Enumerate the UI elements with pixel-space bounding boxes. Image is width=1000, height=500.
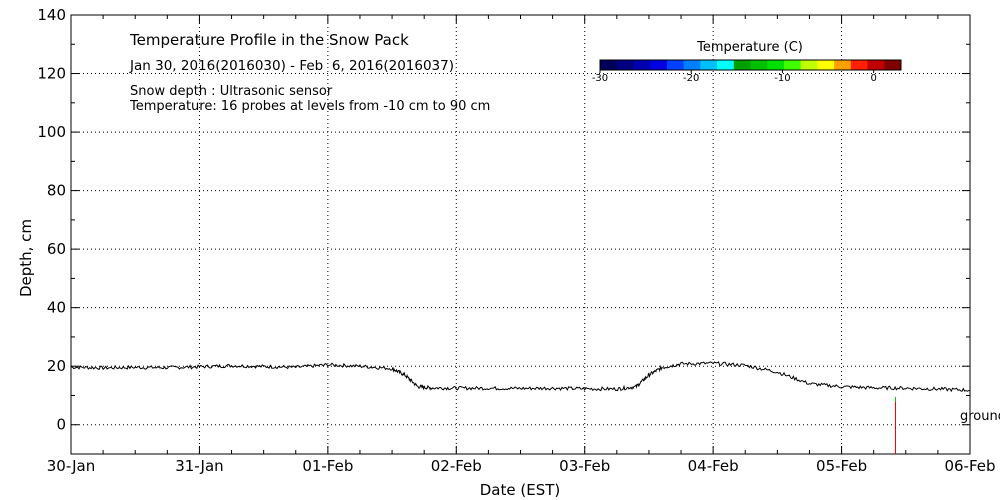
ground-label: ground [960,409,1000,424]
note-temperature: Temperature: 16 probes at levels from -1… [129,99,490,114]
colorbar-segment [850,60,869,70]
colorbar-segment [884,60,902,70]
colorbar-segment [867,60,885,70]
y-axis-label: Depth, cm [17,219,35,297]
colorbar-segment [717,60,735,70]
y-tick-label: 100 [37,123,66,141]
colorbar-segment [834,60,852,70]
y-tick-label: 80 [47,182,66,200]
y-tick-label: 0 [56,416,66,434]
colorbar-segment [600,60,618,70]
colorbar-segment [700,60,718,70]
colorbar-segment [783,60,802,70]
x-tick-label: 31-Jan [175,457,223,475]
colorbar-tick-label: -10 [774,73,790,84]
x-tick-label: 02-Feb [431,457,482,475]
colorbar-segment [800,60,818,70]
colorbar-segment [683,60,701,70]
x-tick-label: 05-Feb [816,457,867,475]
colorbar-segment [750,60,768,70]
colorbar-segment [733,60,751,70]
colorbar-segment [767,60,785,70]
colorbar-tick-label: -30 [592,73,608,84]
colorbar-segment [633,60,651,70]
colorbar-tick-label: 0 [870,73,876,84]
chart-title: Temperature Profile in the Snow Pack [129,31,409,49]
note-snow-depth: Snow depth : Ultrasonic sensor [130,84,333,99]
y-tick-label: 40 [47,299,66,317]
temperature-colorbar: -30 -20 -10 0 [592,59,902,84]
series-layer [70,361,971,454]
y-tick-label: 60 [47,240,66,258]
colorbar-segment [666,60,685,70]
x-tick-label: 03-Feb [559,457,610,475]
x-axis-label: Date (EST) [480,481,561,499]
chart-subtitle: Jan 30, 2016(2016030) - Feb 6, 2016(2016… [129,58,454,74]
x-tick-label: 01-Feb [302,457,353,475]
x-tick-label: 30-Jan [47,457,95,475]
x-tick-label: 04-Feb [688,457,739,475]
colorbar-title: Temperature (C) [696,40,803,55]
colorbar-tick-label: -20 [683,73,699,84]
y-tick-label: 140 [37,6,66,24]
snow-depth-line [70,361,971,393]
x-tick-label: 06-Feb [944,457,995,475]
colorbar-segment [650,60,668,70]
y-tick-label: 20 [47,357,66,375]
axis-ticks: 30-Jan 31-Jan 01-Feb 02-Feb 03-Feb 04-Feb 05-F… [37,6,995,475]
colorbar-segment [616,60,634,70]
colorbar-segment [817,60,835,70]
y-tick-label: 120 [37,65,66,83]
colorbar-frame [599,59,902,71]
